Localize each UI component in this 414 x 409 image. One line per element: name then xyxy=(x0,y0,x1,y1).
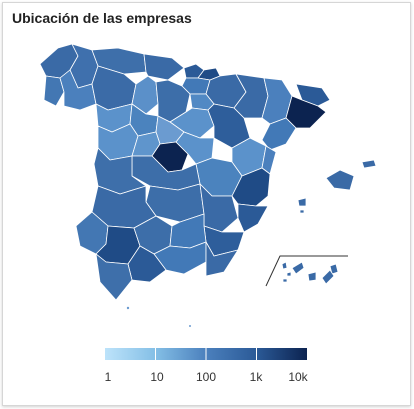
canary-inset-frame xyxy=(265,255,348,287)
legend-tick-label: 10 xyxy=(150,370,164,384)
legend-tick-label: 1k xyxy=(249,370,263,384)
province-alicante[interactable] xyxy=(237,203,269,233)
province-girona[interactable] xyxy=(295,83,331,107)
province-baleares-ibiza[interactable] xyxy=(297,197,307,207)
province-cantabria[interactable] xyxy=(143,53,185,81)
province-valencia[interactable] xyxy=(231,167,271,207)
province-cadiz[interactable] xyxy=(95,253,133,301)
province-toledo[interactable] xyxy=(131,155,201,191)
province-melilla[interactable] xyxy=(188,324,192,328)
province-canarias-fuerteventura[interactable] xyxy=(321,269,335,285)
province-canarias-gran-canaria[interactable] xyxy=(307,271,317,282)
province-guadalajara[interactable] xyxy=(175,131,215,165)
legend-tick-label: 1 xyxy=(104,370,112,384)
province-pontevedra[interactable] xyxy=(43,75,65,107)
province-baleares-formentera[interactable] xyxy=(299,209,305,214)
province-canarias-la-gomera[interactable] xyxy=(286,271,292,277)
province-ceuta[interactable] xyxy=(126,305,131,310)
province-almeria[interactable] xyxy=(205,241,239,277)
legend-tick-label: 100 xyxy=(195,370,217,384)
legend-tick-label: 10k xyxy=(288,370,308,384)
province-canarias-la-palma[interactable] xyxy=(281,261,288,270)
province-tarragona[interactable] xyxy=(261,117,297,151)
map-title: Ubicación de las empresas xyxy=(12,10,192,26)
province-canarias-tenerife[interactable] xyxy=(291,261,305,275)
province-canarias-el-hierro[interactable] xyxy=(282,278,288,283)
province-baleares-mallorca[interactable] xyxy=(325,169,355,191)
province-baleares-menorca[interactable] xyxy=(361,159,377,169)
